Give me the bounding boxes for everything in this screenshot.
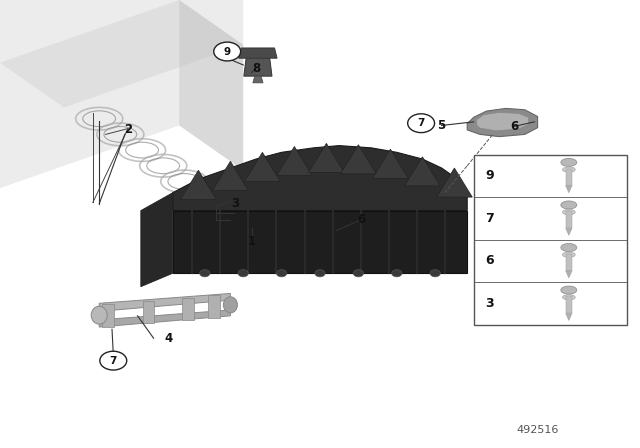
Ellipse shape xyxy=(563,167,575,172)
Polygon shape xyxy=(436,168,472,197)
Text: 6: 6 xyxy=(485,254,494,267)
Text: 4: 4 xyxy=(164,332,172,345)
Polygon shape xyxy=(0,0,243,108)
Polygon shape xyxy=(99,293,230,311)
Circle shape xyxy=(315,270,325,277)
Polygon shape xyxy=(99,310,230,327)
Polygon shape xyxy=(566,271,572,278)
Circle shape xyxy=(392,270,402,277)
Polygon shape xyxy=(102,304,114,327)
Ellipse shape xyxy=(223,297,237,313)
Ellipse shape xyxy=(561,201,577,209)
Ellipse shape xyxy=(561,243,577,252)
Polygon shape xyxy=(566,228,572,235)
Text: 3: 3 xyxy=(485,297,494,310)
Text: 7: 7 xyxy=(109,356,117,366)
Text: 8: 8 xyxy=(252,61,260,75)
Polygon shape xyxy=(566,185,572,193)
Ellipse shape xyxy=(561,286,577,294)
Polygon shape xyxy=(467,108,538,137)
Polygon shape xyxy=(173,146,467,211)
Polygon shape xyxy=(143,301,154,323)
Text: 5: 5 xyxy=(438,119,445,132)
Polygon shape xyxy=(372,149,408,178)
Polygon shape xyxy=(239,48,277,58)
Bar xyxy=(566,254,572,271)
Polygon shape xyxy=(179,0,243,170)
Polygon shape xyxy=(141,193,173,287)
Circle shape xyxy=(430,270,440,277)
Polygon shape xyxy=(477,112,529,131)
Bar xyxy=(566,211,572,228)
Polygon shape xyxy=(180,170,216,199)
Bar xyxy=(566,168,572,185)
Ellipse shape xyxy=(563,252,575,257)
Bar xyxy=(566,297,572,314)
Ellipse shape xyxy=(92,306,108,324)
Circle shape xyxy=(276,270,287,277)
Circle shape xyxy=(200,270,210,277)
Ellipse shape xyxy=(563,209,575,215)
Text: 492516: 492516 xyxy=(516,425,559,435)
Polygon shape xyxy=(253,76,263,83)
Ellipse shape xyxy=(563,295,575,300)
Polygon shape xyxy=(208,295,220,318)
Text: 3: 3 xyxy=(231,197,239,211)
Circle shape xyxy=(100,351,127,370)
Polygon shape xyxy=(182,297,194,320)
Circle shape xyxy=(408,114,435,133)
Polygon shape xyxy=(404,157,440,186)
Circle shape xyxy=(353,270,364,277)
Text: 7: 7 xyxy=(417,118,425,128)
Ellipse shape xyxy=(561,158,577,166)
Bar xyxy=(474,155,627,325)
Polygon shape xyxy=(308,143,344,172)
Polygon shape xyxy=(212,161,248,190)
Text: 2: 2 xyxy=(124,123,132,137)
Text: 7: 7 xyxy=(485,212,494,225)
Text: 6: 6 xyxy=(511,120,518,133)
Polygon shape xyxy=(276,146,312,176)
Polygon shape xyxy=(244,152,280,181)
Polygon shape xyxy=(173,211,467,273)
Circle shape xyxy=(238,270,248,277)
Polygon shape xyxy=(566,314,572,321)
Polygon shape xyxy=(244,56,272,76)
Text: 6: 6 xyxy=(358,213,365,226)
Text: 9: 9 xyxy=(223,47,231,56)
Text: 9: 9 xyxy=(485,169,494,182)
Text: 1: 1 xyxy=(248,235,255,249)
Polygon shape xyxy=(340,145,376,174)
Polygon shape xyxy=(0,0,243,188)
Circle shape xyxy=(214,42,241,61)
